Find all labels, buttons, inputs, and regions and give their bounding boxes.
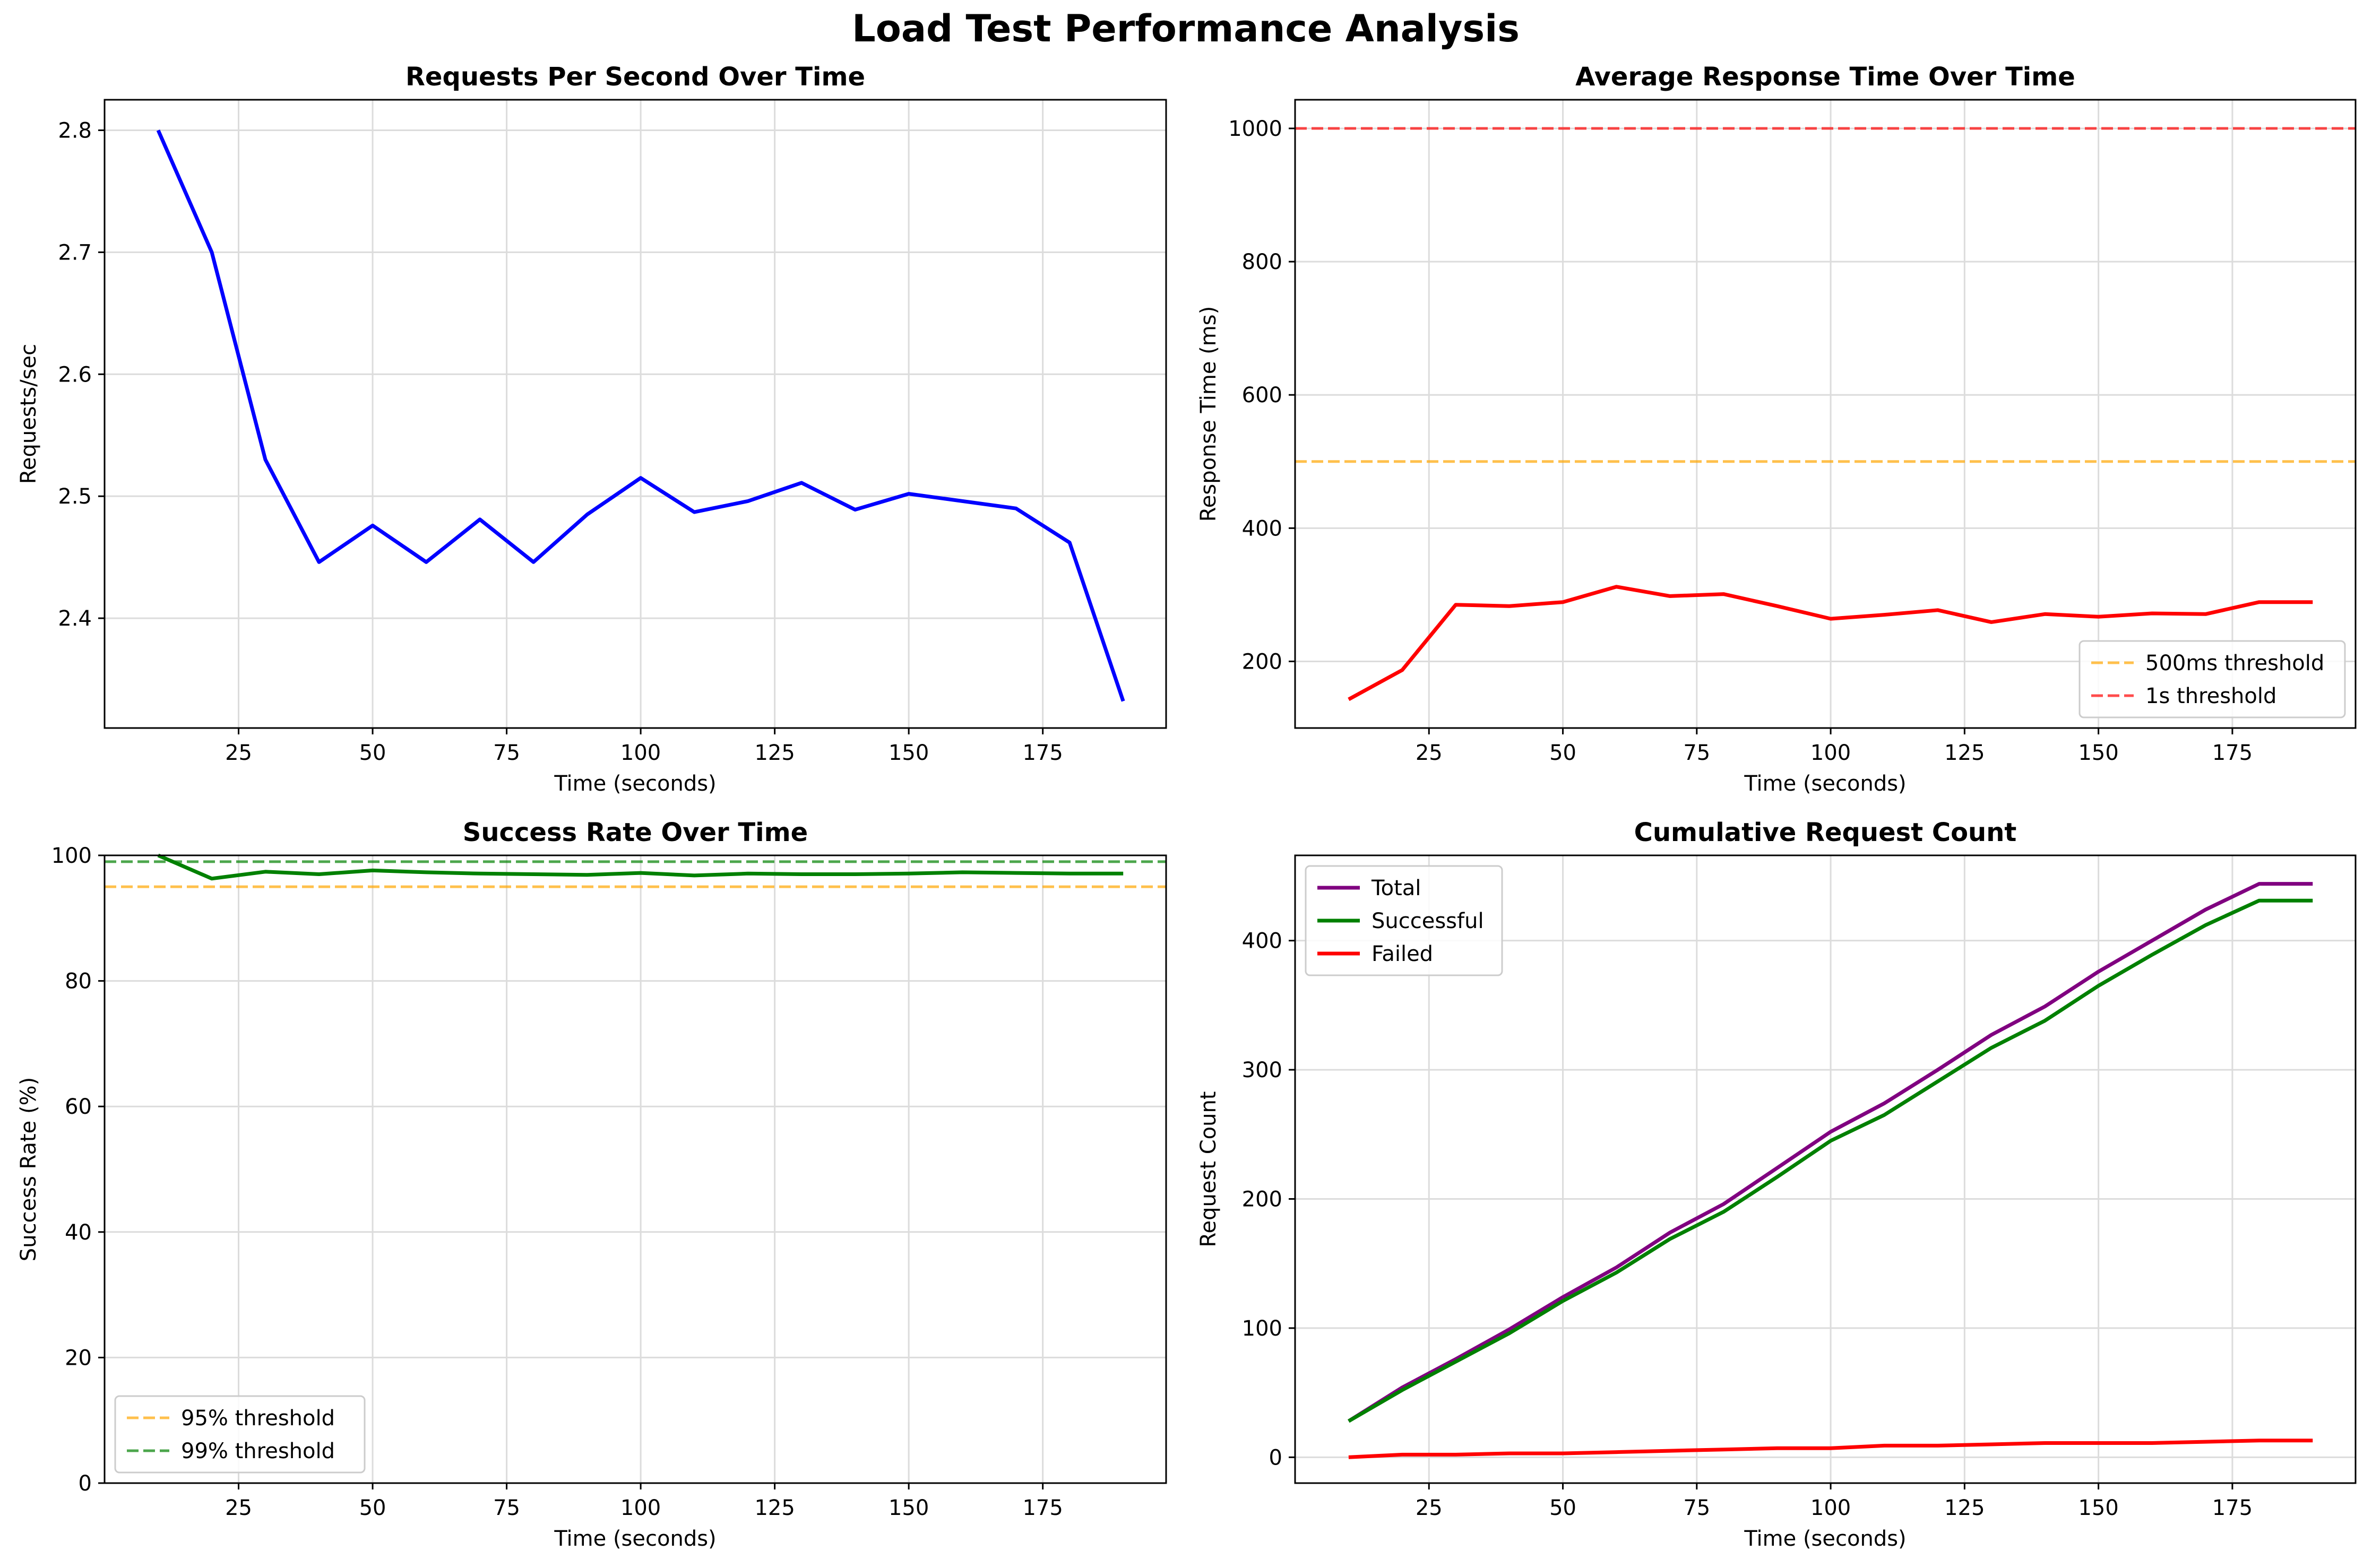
legend-label: 1s threshold: [2145, 684, 2276, 708]
y-tick-label: 20: [65, 1346, 92, 1370]
series-line-total: [1348, 882, 2313, 1423]
y-tick-label: 2.7: [58, 240, 92, 265]
y-tick-label: 2.6: [58, 362, 92, 387]
x-tick-label: 100: [1810, 741, 1851, 765]
chart-title: Requests Per Second Over Time: [406, 62, 865, 92]
y-tick-label: 200: [1242, 1187, 1282, 1211]
legend-label: 500ms threshold: [2145, 651, 2324, 675]
chart-cumulative: 25 50 75 100 125 150 175 0 100 200 300 400 Cumulativ…: [1196, 818, 2357, 1551]
x-tick-label: 150: [889, 741, 929, 765]
series-line: [1348, 585, 2313, 701]
y-axis-label: Request Count: [1196, 1091, 1221, 1248]
chart-success: 25 50 75 100 125 150 175 0 20 40 60 80 100 Success Ra…: [16, 818, 1167, 1551]
axes-frame: [103, 99, 1167, 729]
x-tick-label: 100: [620, 741, 661, 765]
y-tick-label: 60: [65, 1095, 92, 1119]
legend-label: Failed: [1372, 942, 1433, 966]
y-tick-label: 400: [1242, 516, 1282, 541]
legend: Total Successful Failed: [1305, 865, 1503, 976]
legend-box: [2078, 640, 2346, 718]
y-tick-label: 2.8: [58, 118, 92, 143]
chart-rps: 25 50 75 100 125 150 175 2.4 2.5 2.6 2.7 2.8 Request…: [16, 62, 1167, 796]
chart-title: Average Response Time Over Time: [1575, 62, 2075, 92]
legend: 500ms threshold 1s threshold: [2078, 640, 2346, 718]
y-tick-label: 80: [65, 969, 92, 994]
y-tick-label: 0: [79, 1471, 92, 1496]
x-tick-label: 50: [1549, 741, 1576, 765]
x-tick-label: 75: [493, 1496, 520, 1520]
x-tick-label: 175: [2212, 1496, 2253, 1520]
legend-label: Total: [1371, 876, 1421, 900]
y-axis-label: Response Time (ms): [1196, 306, 1221, 522]
x-tick-label: 175: [1022, 741, 1063, 765]
legend-box: [1305, 865, 1503, 976]
x-tick-label: 100: [620, 1496, 661, 1520]
x-tick-label: 75: [493, 741, 520, 765]
legend: 95% threshold 99% threshold: [114, 1395, 366, 1474]
y-tick-label: 100: [1242, 1316, 1282, 1341]
x-tick-label: 75: [1683, 741, 1710, 765]
figure-title: Load Test Performance Analysis: [852, 7, 1520, 50]
x-tick-label: 150: [2078, 741, 2118, 765]
series-line: [156, 129, 1125, 702]
chart-title: Success Rate Over Time: [463, 818, 808, 847]
x-tick-label: 175: [2212, 741, 2253, 765]
x-tick-label: 100: [1810, 1496, 1851, 1520]
legend-label: 95% threshold: [181, 1406, 335, 1431]
y-tick-label: 0: [1269, 1445, 1282, 1470]
x-tick-label: 150: [2078, 1496, 2118, 1520]
x-tick-label: 150: [889, 1496, 929, 1520]
y-tick-label: 400: [1242, 929, 1282, 954]
y-tick-label: 1000: [1228, 117, 1282, 141]
legend-box: [114, 1395, 366, 1474]
x-tick-label: 25: [225, 1496, 252, 1520]
y-axis-label: Requests/sec: [16, 344, 41, 484]
series-line-failed: [1348, 1439, 2313, 1459]
x-axis-label: Time (seconds): [1744, 772, 1906, 796]
y-tick-label: 2.5: [58, 484, 92, 509]
x-axis-label: Time (seconds): [1744, 1527, 1906, 1551]
x-tick-label: 50: [359, 1496, 386, 1520]
x-tick-label: 25: [225, 741, 252, 765]
chart-resp: 25 50 75 100 125 150 175 200 400 600 800 1000 Averag…: [1196, 62, 2357, 796]
y-tick-label: 600: [1242, 383, 1282, 408]
x-tick-label: 25: [1416, 741, 1443, 765]
x-tick-label: 50: [359, 741, 386, 765]
chart-title: Cumulative Request Count: [1634, 818, 2017, 847]
axes-frame: [1294, 854, 2357, 1484]
x-tick-label: 125: [1944, 741, 1985, 765]
chart-panels: 25 50 75 100 125 150 175 2.4 2.5 2.6 2.7 2.8 Request…: [16, 62, 2357, 1551]
axes-frame: [1294, 99, 2357, 729]
y-tick-label: 100: [51, 844, 92, 868]
y-tick-label: 2.4: [58, 607, 92, 631]
x-tick-label: 50: [1549, 1496, 1576, 1520]
x-tick-label: 125: [754, 1496, 795, 1520]
x-tick-label: 125: [754, 741, 795, 765]
x-axis-label: Time (seconds): [554, 1527, 716, 1551]
x-tick-label: 175: [1022, 1496, 1063, 1520]
legend-label: 99% threshold: [181, 1439, 335, 1463]
x-axis-label: Time (seconds): [554, 772, 716, 796]
x-tick-label: 25: [1416, 1496, 1443, 1520]
legend-label: Successful: [1372, 909, 1484, 933]
y-tick-label: 300: [1242, 1058, 1282, 1082]
x-tick-label: 125: [1944, 1496, 1985, 1520]
series-line-successful: [1348, 898, 2313, 1423]
y-tick-label: 800: [1242, 250, 1282, 274]
y-tick-label: 40: [65, 1220, 92, 1245]
x-tick-label: 75: [1683, 1496, 1710, 1520]
axes-frame: [103, 854, 1167, 1484]
series-line: [157, 853, 1124, 881]
y-tick-label: 200: [1242, 649, 1282, 674]
y-axis-label: Success Rate (%): [16, 1077, 41, 1261]
